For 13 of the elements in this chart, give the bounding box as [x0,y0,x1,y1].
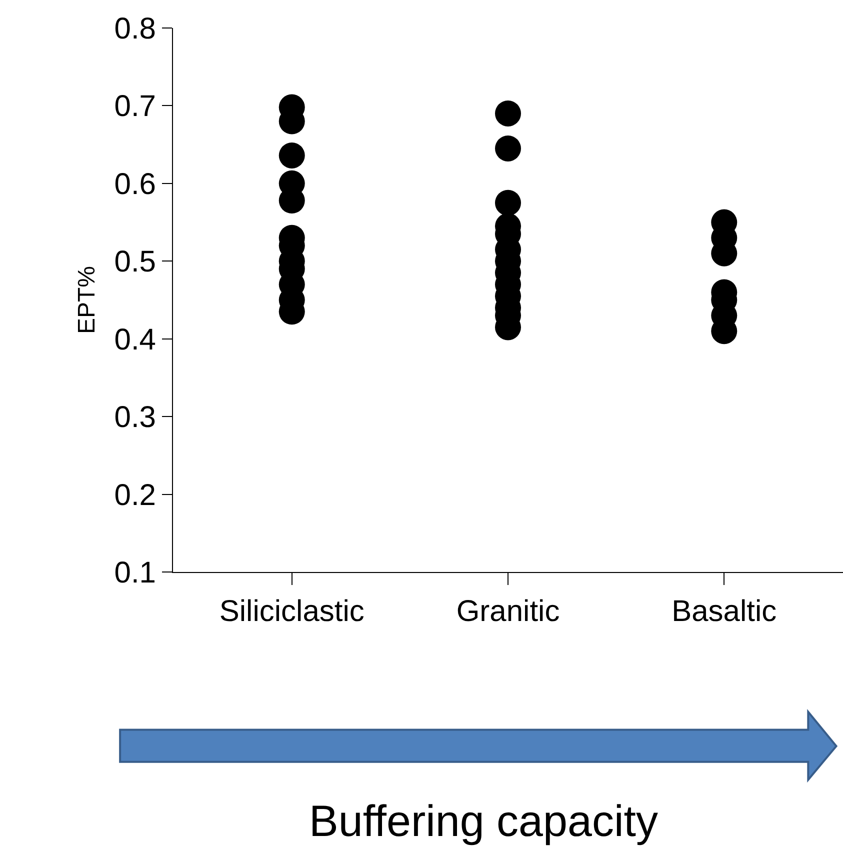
y-tick-label: 0.2 [114,478,156,512]
y-tick-label: 0.7 [114,90,156,124]
y-tick-label: 0.3 [114,401,156,434]
y-tick-label: 0.6 [114,168,156,201]
x-tick-label: Basaltic [672,595,777,628]
y-tick-label: 0.8 [114,12,156,46]
y-tick-label: 0.5 [114,246,156,279]
y-axis-title: EPT% [73,266,100,334]
text: Buffering capacity [309,797,658,846]
y-tick-label: 0.1 [114,556,156,590]
x-tick-label: Siliciclastic [219,595,364,628]
y-tick-label: 0.4 [114,323,156,356]
x-tick-label: Granitic [456,595,560,628]
